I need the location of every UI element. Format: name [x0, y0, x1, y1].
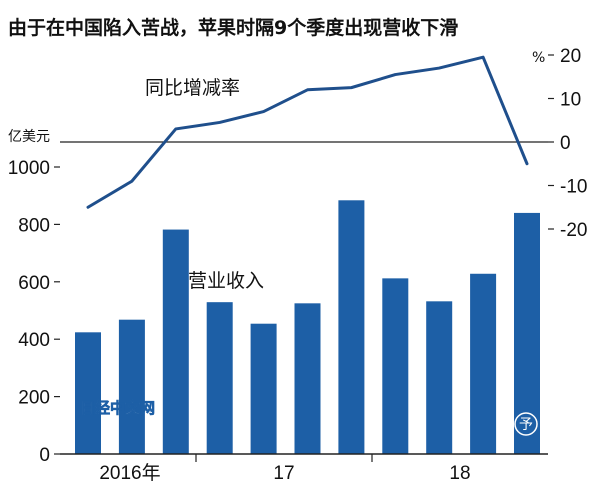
revenue-bar [250, 323, 277, 454]
revenue-bar [514, 212, 540, 454]
growth-series-label: 同比增减率 [145, 77, 240, 99]
left-axis-unit: 亿美元 [8, 129, 50, 145]
left-tick-label: 800 [18, 215, 50, 236]
revenue-bar [118, 319, 145, 454]
estimate-label: 予 [519, 417, 533, 433]
revenue-bar [338, 200, 365, 454]
left-tick-label: 1000 [8, 158, 50, 179]
left-tick-label: 200 [18, 388, 50, 409]
revenue-bar [206, 302, 233, 454]
right-tick-label: 10 [560, 90, 581, 111]
x-axis-ticks: 2016年 17 18 [99, 454, 471, 484]
left-tick-label: 0 [39, 445, 50, 466]
right-axis-unit: % [532, 50, 545, 66]
revenue-bar [294, 303, 321, 454]
revenue-bar [162, 229, 189, 454]
right-tick-label: 0 [560, 133, 571, 154]
watermark-text: 日经中文网 [80, 399, 155, 417]
revenue-series-label: 营业收入 [188, 270, 264, 292]
revenue-bar [426, 301, 453, 454]
revenue-bar [382, 278, 409, 454]
revenue-bar [470, 273, 497, 454]
right-axis-ticks: 20 10 0 -10 -20 [548, 46, 587, 241]
x-group-label: 18 [449, 463, 470, 484]
estimate-mark [514, 412, 538, 436]
right-tick-label: -20 [560, 220, 587, 241]
chart-title: 由于在中国陷入苦战，苹果时隔9个季度出现营收下滑 [8, 16, 458, 39]
revenue-bar [75, 332, 101, 454]
right-tick-label: 20 [560, 46, 581, 67]
left-tick-label: 400 [18, 330, 50, 351]
growth-series-line [86, 55, 529, 209]
left-axis-ticks: 0 200 400 600 800 1000 [8, 158, 60, 466]
x-group-label: 17 [273, 463, 294, 484]
x-group-label: 2016年 [99, 462, 160, 484]
left-tick-label: 600 [18, 273, 50, 294]
right-tick-label: -10 [560, 177, 587, 198]
revenue-bars [75, 200, 540, 454]
